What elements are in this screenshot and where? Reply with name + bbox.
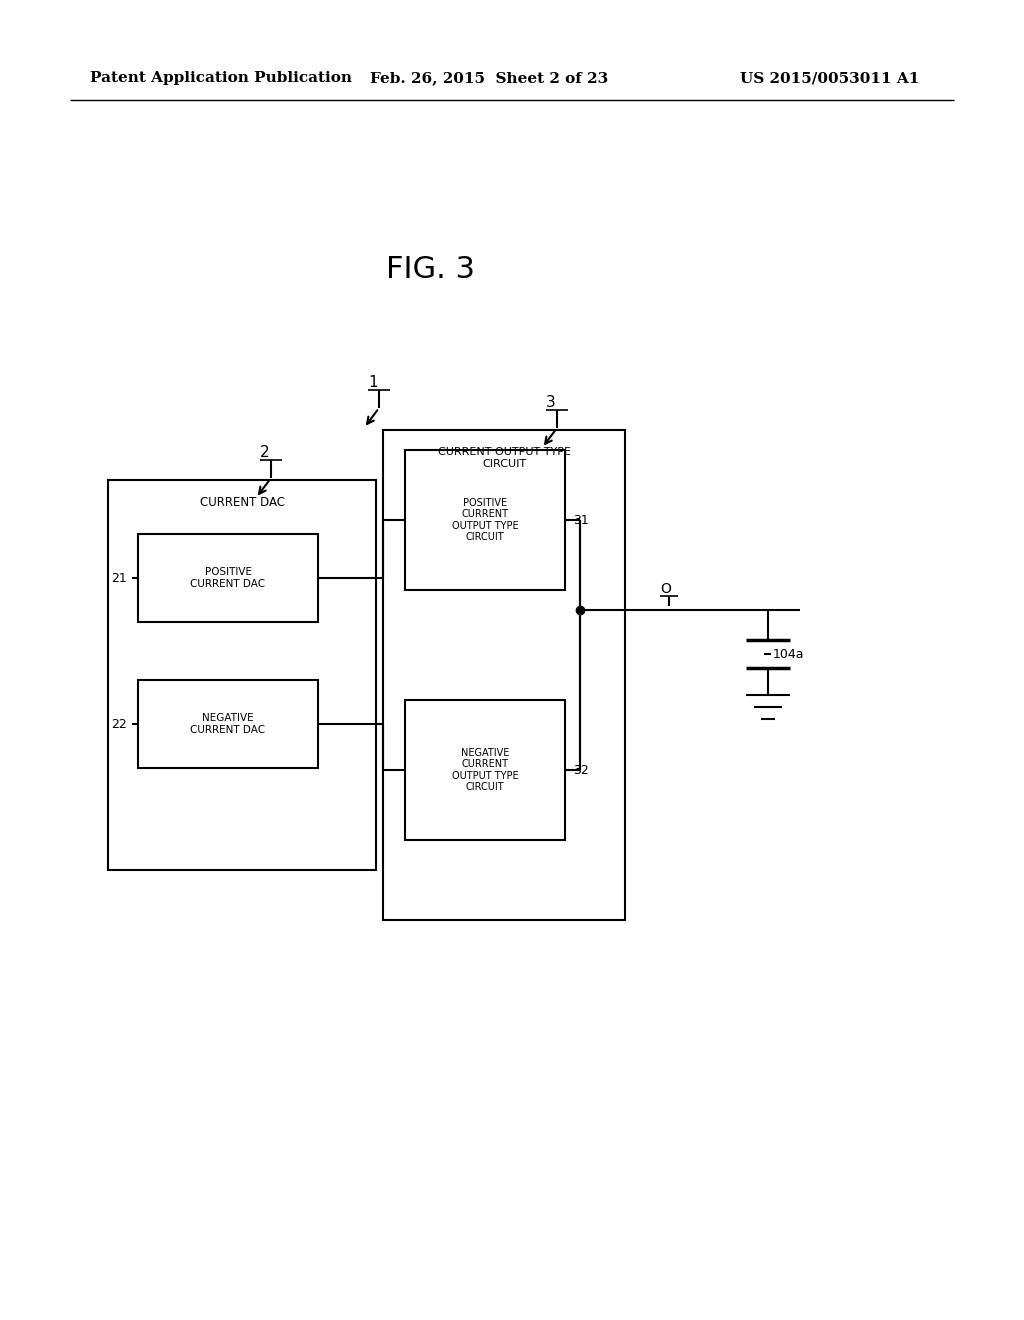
Text: Patent Application Publication: Patent Application Publication (90, 71, 352, 84)
Text: 31: 31 (573, 513, 589, 527)
Text: 2: 2 (260, 445, 269, 459)
Bar (138, 535, 318, 622)
Text: 22: 22 (111, 718, 127, 730)
Bar (383, 430, 625, 920)
Bar (108, 480, 376, 870)
Text: Feb. 26, 2015  Sheet 2 of 23: Feb. 26, 2015 Sheet 2 of 23 (370, 71, 608, 84)
Text: US 2015/0053011 A1: US 2015/0053011 A1 (740, 71, 920, 84)
Text: NEGATIVE
CURRENT DAC: NEGATIVE CURRENT DAC (190, 713, 265, 735)
Bar (138, 680, 318, 768)
Bar (406, 700, 565, 840)
Text: 104a: 104a (773, 648, 805, 660)
Text: 32: 32 (573, 763, 589, 776)
Text: CURRENT DAC: CURRENT DAC (200, 495, 285, 508)
Text: POSITIVE
CURRENT DAC: POSITIVE CURRENT DAC (190, 568, 265, 589)
Text: 3: 3 (546, 395, 556, 411)
Text: CURRENT OUTPUT TYPE
CIRCUIT: CURRENT OUTPUT TYPE CIRCUIT (437, 447, 570, 469)
Text: 1: 1 (368, 375, 378, 389)
Bar (406, 450, 565, 590)
Text: 21: 21 (111, 572, 127, 585)
Text: NEGATIVE
CURRENT
OUTPUT TYPE
CIRCUIT: NEGATIVE CURRENT OUTPUT TYPE CIRCUIT (452, 747, 518, 792)
Text: POSITIVE
CURRENT
OUTPUT TYPE
CIRCUIT: POSITIVE CURRENT OUTPUT TYPE CIRCUIT (452, 498, 518, 543)
Text: FIG. 3: FIG. 3 (385, 256, 474, 285)
Text: O: O (660, 582, 671, 597)
